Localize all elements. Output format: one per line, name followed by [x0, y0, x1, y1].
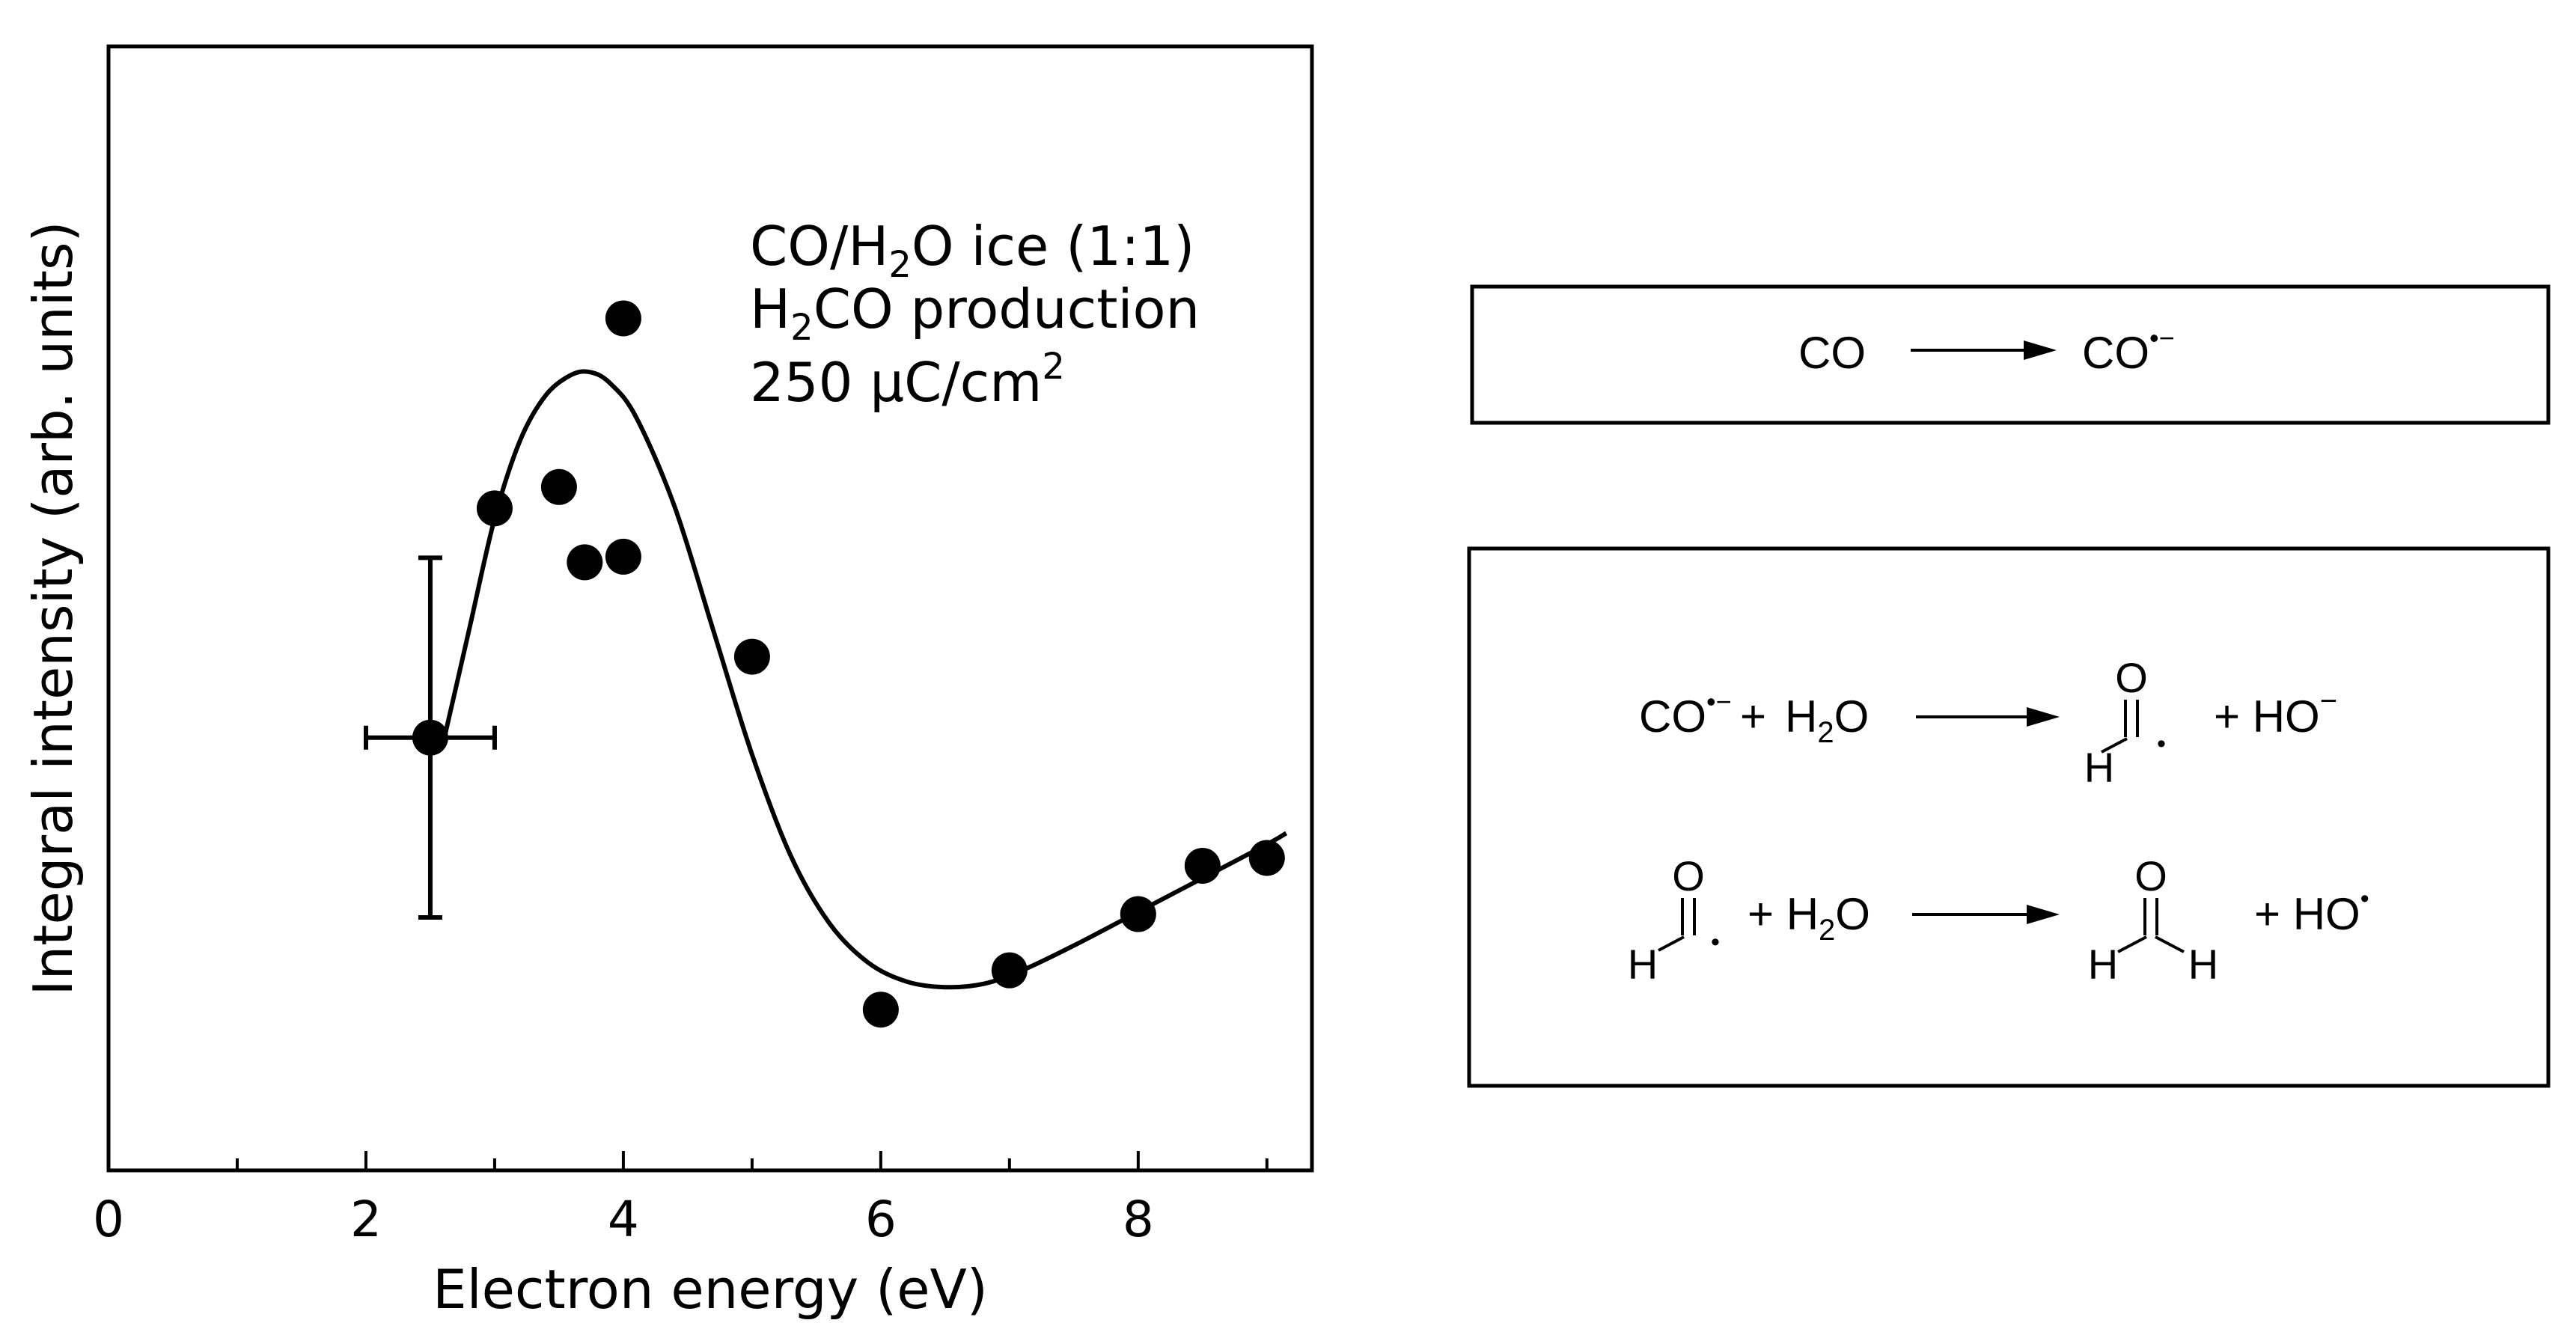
reaction-2-reactant-1: CO•− [1639, 686, 1732, 742]
annotation-line-1: CO/H2O ice (1:1) [750, 215, 1194, 286]
annotation-line-1-sub: 2 [888, 244, 912, 286]
formyl-1-radical: • [2157, 730, 2166, 758]
reaction-1-product-charge: •− [2149, 323, 2175, 353]
reaction-2-reactant-1-charge: •− [1706, 686, 1732, 717]
reaction-2-reactant-2-sub: 2 [1817, 716, 1834, 749]
annotation-line-2: H2CO production [750, 278, 1200, 349]
data-point-2 [476, 490, 513, 527]
reaction-3-arrow [1912, 905, 2060, 924]
data-points [412, 300, 1285, 1028]
data-point-12 [1248, 840, 1285, 876]
x-axis-tick-labels: 0 2 4 6 8 [93, 1191, 1154, 1248]
annotation-line-3-pre: 250 µC/cm [750, 351, 1042, 414]
chart: 0 2 4 6 8 Electron energy (eV) Integral inte… [22, 44, 1314, 1321]
plot-frame [106, 44, 1314, 1173]
reaction-2-reactant-2: H2O [1785, 691, 1869, 749]
reaction-1-product: CO•− [2082, 323, 2175, 378]
formyl-2-oxygen: O [1672, 852, 1705, 899]
x-axis-label: Electron energy (eV) [433, 1258, 988, 1321]
data-point-4 [567, 544, 603, 581]
reaction-3-reactant-2-pre: + H [1748, 889, 1819, 939]
formyl-1-hydrogen: H [2084, 744, 2114, 791]
formyl-radical-2: O H • [1628, 852, 1720, 988]
scheme-box-2 [1467, 546, 2551, 1088]
annotation-line-2-post: CO production [814, 278, 1200, 340]
reaction-3-coproduct-charge: • [2360, 885, 2369, 913]
data-point-10 [1120, 896, 1156, 932]
formaldehyde-hydrogen-left: H [2088, 941, 2118, 988]
data-point-3 [540, 468, 577, 505]
formaldehyde-hydrogen-right: H [2188, 941, 2218, 988]
formyl-2-hydrogen: H [1628, 941, 1658, 988]
annotation-line-2-sub: 2 [790, 307, 814, 349]
data-point-6 [605, 538, 641, 575]
reaction-2-coproduct: + HO− [2214, 685, 2337, 742]
annotation-line-1-post: O ice (1:1) [912, 215, 1194, 278]
reaction-2-reactant-2-pre: H [1785, 691, 1817, 742]
scheme-box-1 [1470, 284, 2551, 425]
data-point-1 [412, 719, 448, 756]
reaction-3-coproduct: + HO• [2254, 885, 2369, 939]
reaction-scheme: CO CO•− CO•− + H2O O H • + HO− O [1467, 284, 2551, 1088]
reaction-2-coproduct-charge: − [2320, 685, 2337, 718]
annotation-line-3: 250 µC/cm2 [750, 346, 1065, 414]
reaction-1-reactant: CO [1798, 328, 1866, 378]
formaldehyde: O H H [2088, 852, 2218, 988]
reaction-2-coproduct-formula: + HO [2214, 691, 2320, 742]
reaction-2-plus: + [1740, 691, 1766, 742]
data-point-8 [862, 992, 899, 1028]
x-tick-label-2: 2 [350, 1191, 382, 1248]
formyl-2-radical: • [1711, 928, 1720, 956]
formyl-radical-1: O H • [2084, 654, 2166, 791]
data-point-5 [605, 300, 641, 337]
formaldehyde-oxygen: O [2134, 852, 2167, 899]
reaction-2-reactant-2-post: O [1834, 691, 1870, 742]
data-point-9 [991, 952, 1028, 989]
data-point-7 [733, 638, 770, 675]
reaction-3-reactant-2: + H2O [1748, 889, 1870, 947]
annotation-line-2-pre: H [750, 278, 790, 340]
reaction-1-arrow [1911, 340, 2057, 360]
reaction-3-reactant-2-post: O [1835, 889, 1870, 939]
annotation-line-3-sup: 2 [1042, 346, 1065, 388]
data-point-11 [1184, 847, 1221, 884]
reaction-2-reactant-1-formula: CO [1639, 691, 1706, 742]
x-tick-label-4: 4 [608, 1191, 639, 1248]
reaction-1-product-formula: CO [2082, 328, 2149, 378]
x-tick-label-8: 8 [1123, 1191, 1154, 1248]
reaction-3-reactant-2-sub: 2 [1819, 914, 1835, 947]
x-tick-label-0: 0 [93, 1191, 124, 1248]
y-axis-label: Integral intensity (arb. units) [22, 221, 85, 995]
formyl-1-oxygen: O [2115, 654, 2148, 701]
reaction-3-coproduct-formula: + HO [2254, 889, 2360, 939]
fit-curve [441, 369, 1288, 990]
x-tick-label-6: 6 [865, 1191, 897, 1248]
reaction-2-arrow [1916, 707, 2060, 727]
x-axis-ticks [107, 1151, 1269, 1170]
annotation-line-1-pre: CO/H [750, 215, 888, 278]
